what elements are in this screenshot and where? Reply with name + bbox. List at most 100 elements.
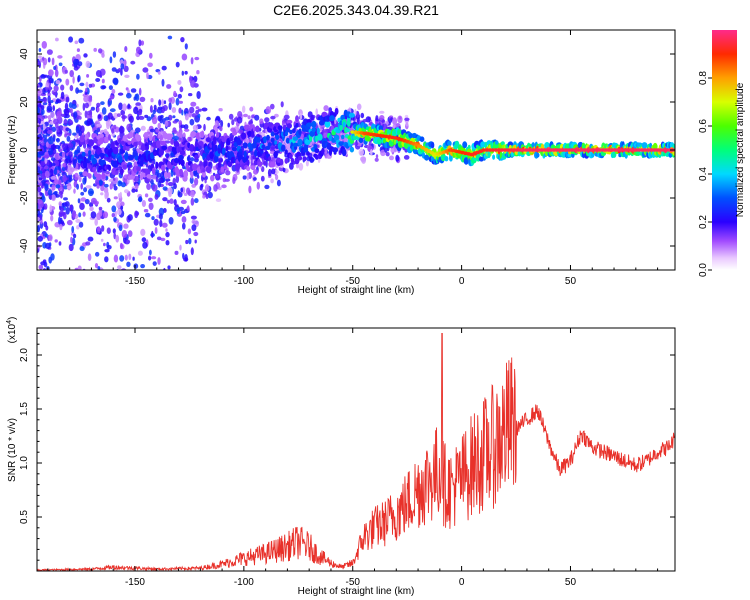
spectrogram-ridge-blob bbox=[221, 147, 226, 156]
snr-y-tick-label: 2.0 bbox=[19, 348, 30, 362]
spectrogram-noise-blob bbox=[184, 128, 190, 132]
spectrogram-noise-blob bbox=[157, 106, 163, 110]
spectrogram-ridge-blob bbox=[146, 174, 152, 179]
spectrogram-noise-blob bbox=[52, 91, 57, 96]
spectrogram-noise-blob bbox=[60, 91, 65, 100]
spectrogram-noise-blob bbox=[98, 206, 103, 211]
spectrogram-noise-blob bbox=[138, 115, 145, 120]
spectrogram-noise-blob bbox=[395, 154, 400, 162]
spectrogram-noise-blob bbox=[44, 165, 49, 170]
spectrogram-ridge-blob bbox=[252, 126, 256, 132]
spectrogram-ridge-blob bbox=[292, 128, 296, 134]
spectrogram-noise-blob bbox=[398, 116, 402, 120]
spectrogram-noise-blob bbox=[37, 114, 43, 118]
spectrogram-x-tick-label: -50 bbox=[346, 276, 361, 287]
spectrogram-ridge-blob bbox=[349, 146, 355, 153]
spectrogram-noise-blob bbox=[154, 227, 158, 234]
spectrogram-noise-blob bbox=[111, 132, 115, 137]
spectrogram-ridge-blob bbox=[88, 150, 92, 155]
spectrogram-noise-blob bbox=[215, 198, 222, 202]
spectrogram-noise-blob bbox=[86, 118, 93, 126]
spectrogram-ridge-blob bbox=[591, 152, 595, 158]
spectrogram-noise-blob bbox=[74, 267, 79, 270]
spectrogram-noise-blob bbox=[77, 89, 83, 93]
spectrogram-noise-blob bbox=[78, 37, 85, 44]
spectrogram-noise-blob bbox=[57, 173, 60, 177]
spectrogram-noise-blob bbox=[283, 114, 290, 120]
spectrogram-ridge-blob bbox=[329, 115, 335, 122]
spectrogram-ridge-blob bbox=[82, 160, 88, 169]
spectrogram-noise-blob bbox=[158, 99, 162, 106]
spectrogram-noise-blob bbox=[389, 155, 394, 161]
spectrogram-ridge-blob bbox=[338, 141, 345, 147]
spectrogram-noise-blob bbox=[49, 168, 54, 177]
spectrogram-ridge-blob bbox=[528, 143, 532, 148]
spectrogram-noise-blob bbox=[173, 90, 177, 97]
spectrogram-noise-blob bbox=[355, 142, 359, 146]
spectrogram-noise-blob bbox=[37, 175, 40, 182]
spectrogram-noise-blob bbox=[51, 57, 55, 66]
spectrogram-ridge-blob bbox=[202, 171, 206, 178]
spectrogram-noise-blob bbox=[188, 93, 193, 97]
spectrogram-noise-blob bbox=[69, 119, 73, 124]
spectrogram-noise-blob bbox=[40, 142, 45, 147]
spectrogram-noise-blob bbox=[177, 80, 182, 85]
snr-x-ticks: -150 -100 -50 0 50 bbox=[47, 328, 659, 588]
spectrogram-noise-blob bbox=[126, 92, 132, 99]
spectrogram-ridge-blob bbox=[641, 142, 648, 149]
spectrogram-noise-blob bbox=[76, 48, 80, 52]
spectrogram-ridge-blob bbox=[216, 132, 220, 138]
spectrogram-noise-blob bbox=[190, 247, 194, 256]
spectrogram-noise-blob bbox=[123, 65, 129, 73]
spectrogram-ridge-blob bbox=[249, 123, 253, 130]
spectrogram-noise-blob bbox=[224, 178, 230, 182]
spectrogram-noise-blob bbox=[79, 202, 85, 210]
spectrogram-noise-blob bbox=[136, 46, 141, 54]
spectrogram-noise-blob bbox=[159, 219, 163, 228]
spectrogram-noise-blob bbox=[37, 133, 42, 139]
spectrogram-noise-blob bbox=[38, 151, 45, 156]
spectrogram-ridge-blob bbox=[155, 161, 159, 169]
spectrogram-noise-blob bbox=[147, 62, 153, 68]
spectrogram-noise-blob bbox=[106, 227, 111, 234]
spectrogram-noise-blob bbox=[46, 105, 53, 112]
spectrogram-noise-blob bbox=[165, 180, 169, 186]
snr-y-tick-label: 1.0 bbox=[19, 456, 30, 470]
spectrogram-ridge-blob bbox=[91, 157, 98, 165]
spectrogram-noise-blob bbox=[173, 135, 179, 141]
spectrogram-noise-blob bbox=[44, 183, 49, 192]
spectrogram-ridge-blob bbox=[246, 166, 251, 172]
spectrogram-ridge-blob bbox=[223, 164, 228, 170]
spectrogram-noise-blob bbox=[87, 188, 94, 197]
spectrogram-noise-blob bbox=[97, 114, 102, 119]
spectrogram-noise-blob bbox=[151, 216, 155, 221]
spectrogram-y-tick-label: 0 bbox=[19, 147, 30, 153]
spectrogram-noise-blob bbox=[113, 124, 117, 130]
spectrogram-noise-blob bbox=[196, 91, 201, 99]
spectrogram-ridge-blob bbox=[115, 170, 119, 175]
spectrogram-noise-blob bbox=[109, 108, 116, 113]
spectrogram-ridge-blob bbox=[101, 172, 106, 180]
spectrogram-ridge-blob bbox=[88, 139, 95, 147]
spectrogram-noise-blob bbox=[204, 184, 210, 192]
spectrogram-noise-blob bbox=[116, 208, 122, 216]
spectrogram-ridge-blob bbox=[180, 159, 185, 167]
spectrogram-ridge-blob bbox=[161, 145, 168, 151]
spectrogram-noise-blob bbox=[124, 46, 128, 52]
spectrogram-noise-blob bbox=[51, 126, 57, 132]
spectrogram-noise-blob bbox=[111, 271, 115, 275]
spectrogram-ridge-blob bbox=[311, 126, 316, 133]
spectrogram-noise-blob bbox=[69, 204, 73, 212]
spectrogram-ridge-blob bbox=[117, 156, 123, 163]
spectrogram-ridge-blob bbox=[289, 129, 293, 135]
spectrogram-noise-blob bbox=[118, 67, 121, 72]
spectrogram-noise-blob bbox=[188, 237, 192, 245]
spectrogram-noise-blob bbox=[154, 169, 160, 174]
spectrogram-noise-blob bbox=[237, 116, 243, 124]
spectrogram-noise-blob bbox=[113, 112, 119, 119]
spectrogram-noise-blob bbox=[381, 119, 386, 124]
spectrogram-ridge-blob bbox=[339, 124, 344, 131]
spectrogram-noise-blob bbox=[246, 172, 250, 181]
spectrogram-noise-blob bbox=[165, 240, 170, 246]
spectrogram-noise-blob bbox=[163, 100, 167, 105]
